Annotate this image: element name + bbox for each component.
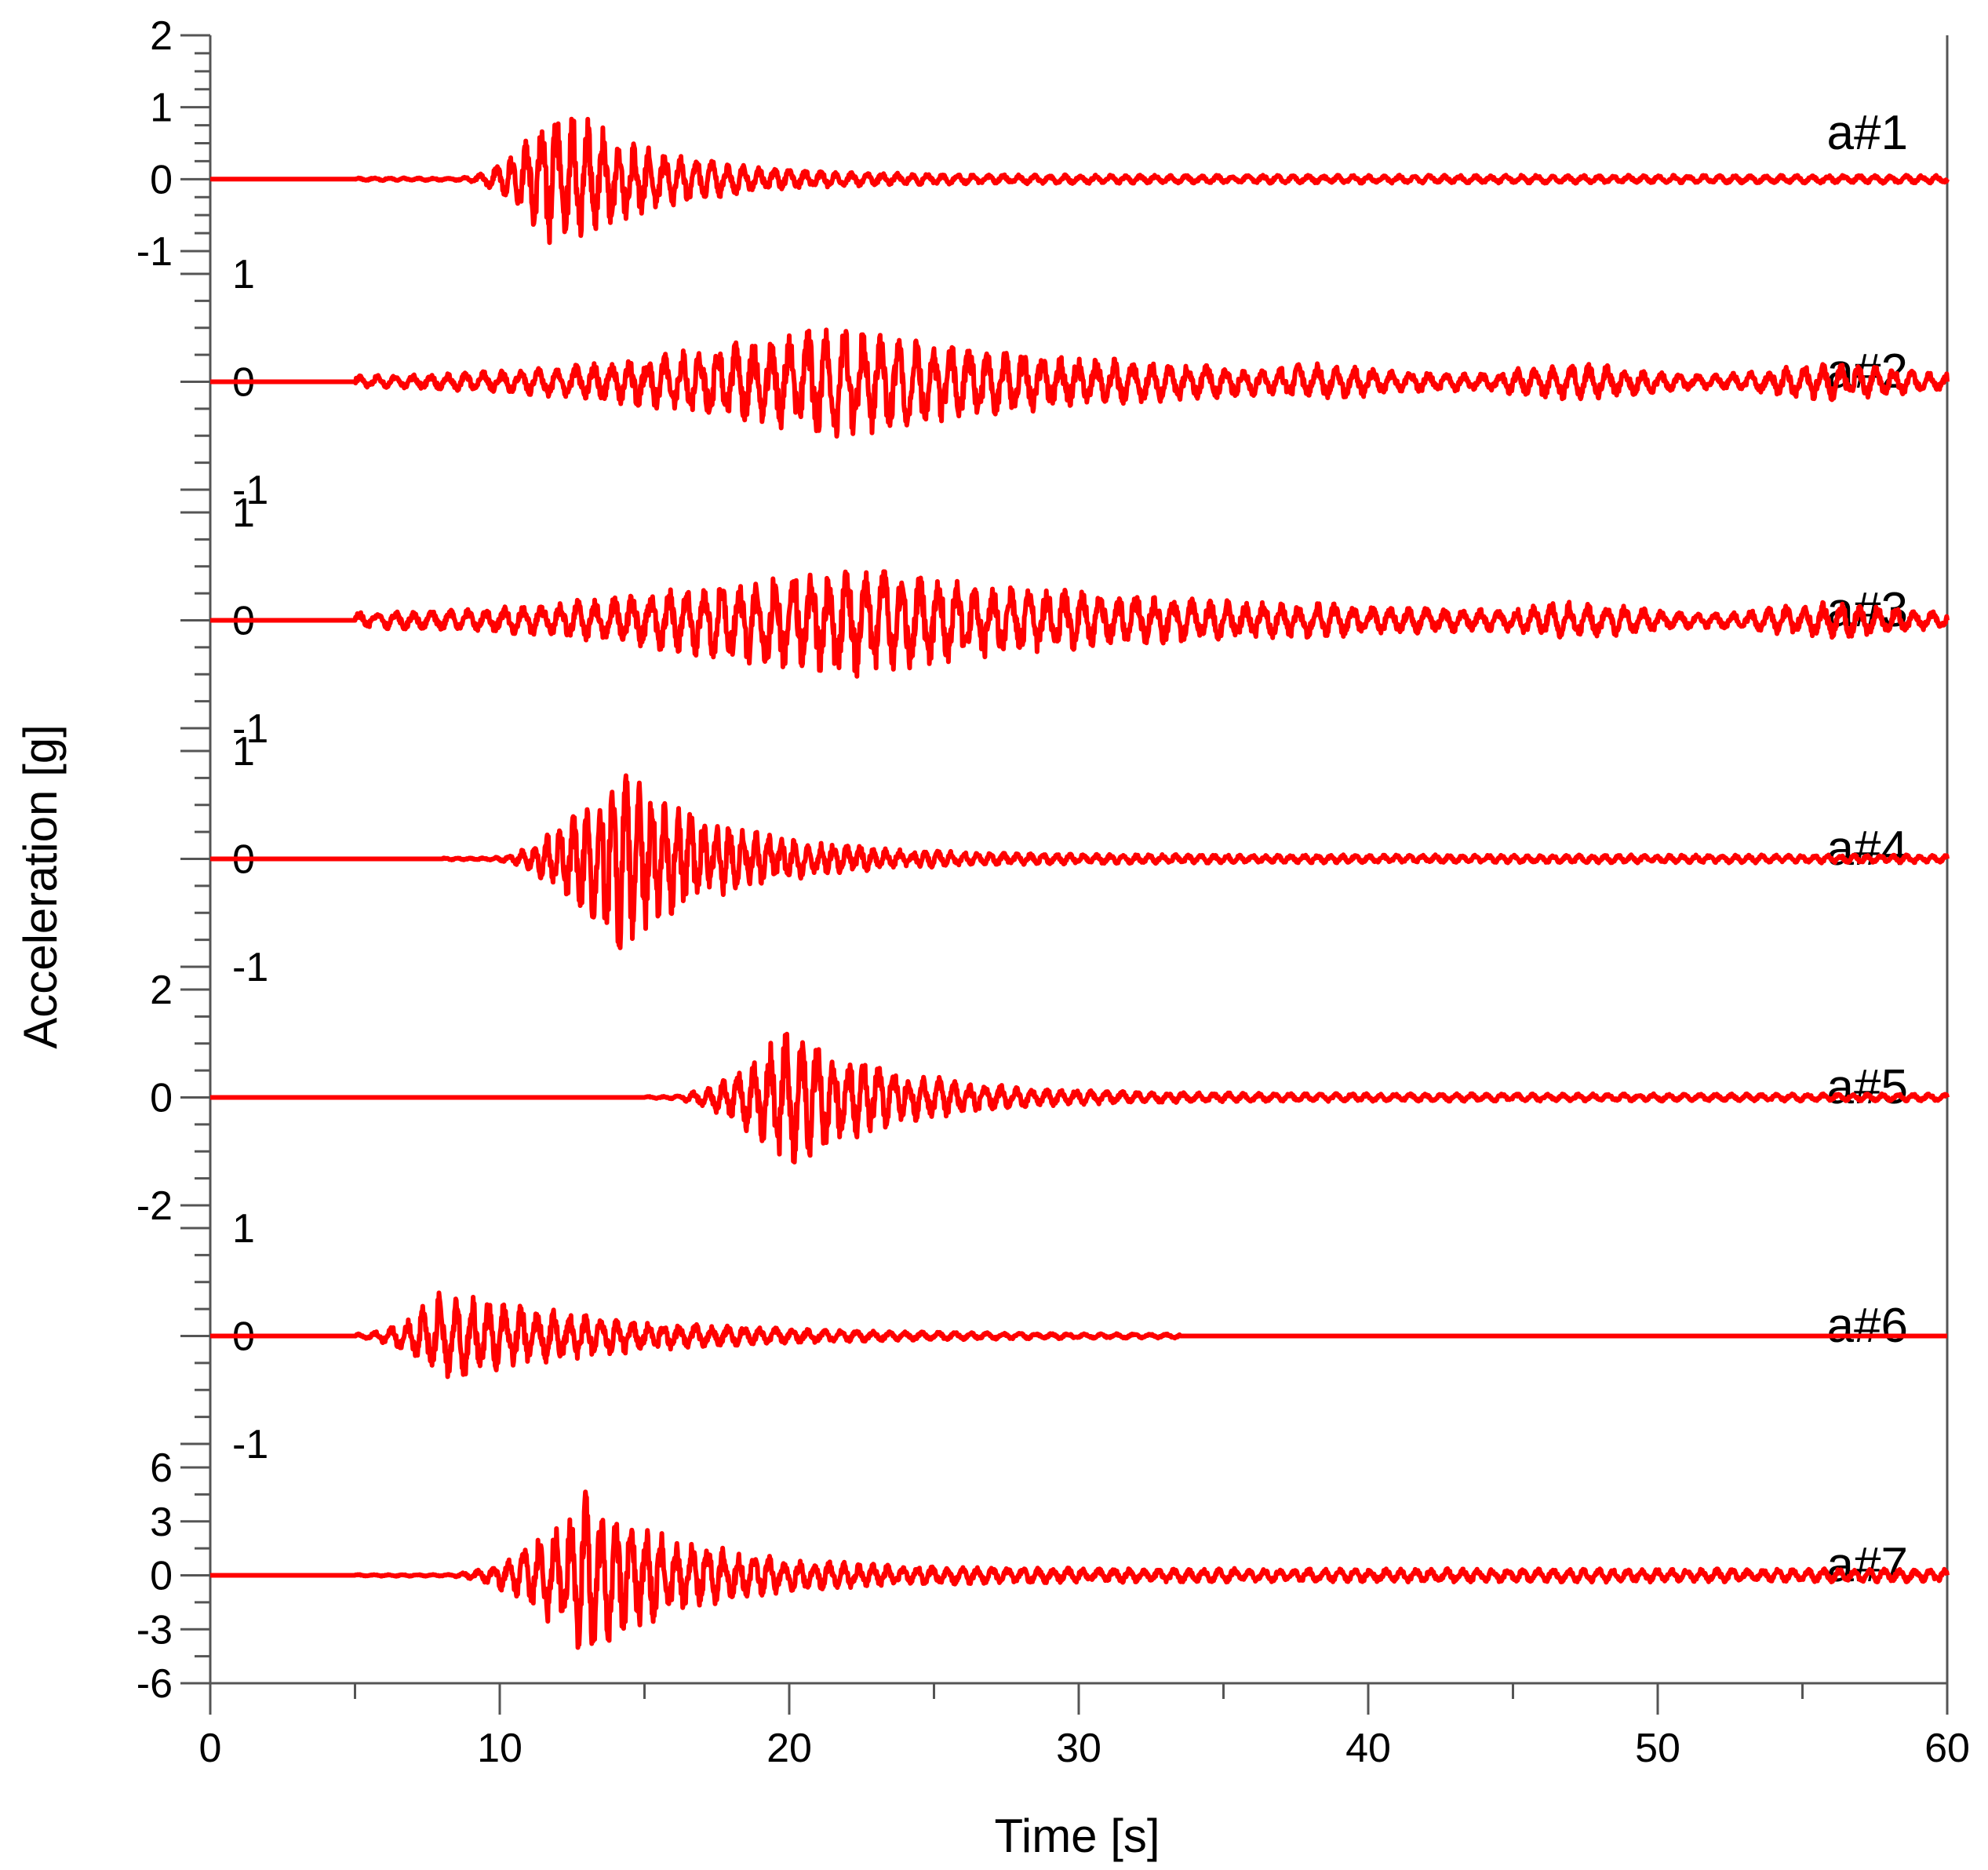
panel-7: -6 -3 0 3 6 a#7 xyxy=(137,1445,1950,1707)
y-tick-label: 0 xyxy=(150,1554,173,1599)
series-line xyxy=(208,1290,1950,1380)
series-line xyxy=(208,773,1950,950)
y-tick-label: 2 xyxy=(150,13,173,59)
series-label: a#1 xyxy=(1827,106,1908,160)
series-line xyxy=(208,327,1950,439)
x-tick-label: 60 xyxy=(1924,1726,1970,1771)
y-tick-label: 6 xyxy=(150,1445,173,1491)
x-axis-title: Time [s] xyxy=(994,1810,1160,1862)
panels: -1012a#1-101a#2-101a#3-101a#4-202a#5-101… xyxy=(137,13,1950,1707)
y-tick-label: -1 xyxy=(232,945,268,990)
y-tick-label: 3 xyxy=(150,1500,173,1545)
series-label: a#4 xyxy=(1827,822,1908,876)
y-tick-label: 1 xyxy=(232,1206,255,1252)
y-tick-label: -2 xyxy=(137,1183,173,1229)
x-tick-label: 0 xyxy=(199,1726,222,1771)
y-tick-label: -3 xyxy=(137,1607,173,1653)
series-line xyxy=(208,1489,1950,1650)
y-tick-label: -6 xyxy=(137,1661,173,1707)
series-line xyxy=(208,116,1950,246)
y-tick-label: -1 xyxy=(232,468,268,513)
x-axis: 0 10 20 30 40 50 60 xyxy=(199,1683,1970,1771)
x-tick-label: 40 xyxy=(1345,1726,1391,1771)
y-tick-label: 2 xyxy=(150,968,173,1013)
y-tick-label: -1 xyxy=(232,706,268,752)
x-tick-label: 10 xyxy=(477,1726,522,1771)
panel-1: -1 0 1 2 a#1 xyxy=(137,13,1950,275)
x-tick-label: 50 xyxy=(1635,1726,1680,1771)
y-tick-label: 0 xyxy=(150,1076,173,1121)
y-tick-label: -1 xyxy=(137,229,173,275)
series-line xyxy=(208,569,1950,679)
series-label: a#5 xyxy=(1827,1060,1908,1114)
y-tick-label: 1 xyxy=(232,729,255,775)
panel-5: -2 0 2 a#5 xyxy=(137,968,1950,1229)
x-tick-label: 20 xyxy=(766,1726,812,1771)
series-label: a#7 xyxy=(1827,1538,1908,1592)
y-tick-label: 1 xyxy=(232,252,255,297)
y-tick-label: 1 xyxy=(232,490,255,536)
series-label: a#6 xyxy=(1827,1299,1908,1353)
y-tick-label: 0 xyxy=(150,157,173,202)
y-axis-title: Acceleration [g] xyxy=(14,724,67,1049)
x-tick-label: 30 xyxy=(1056,1726,1101,1771)
y-tick-label: -1 xyxy=(232,1422,268,1467)
y-tick-label: 1 xyxy=(150,86,173,131)
series-line xyxy=(208,1031,1950,1165)
